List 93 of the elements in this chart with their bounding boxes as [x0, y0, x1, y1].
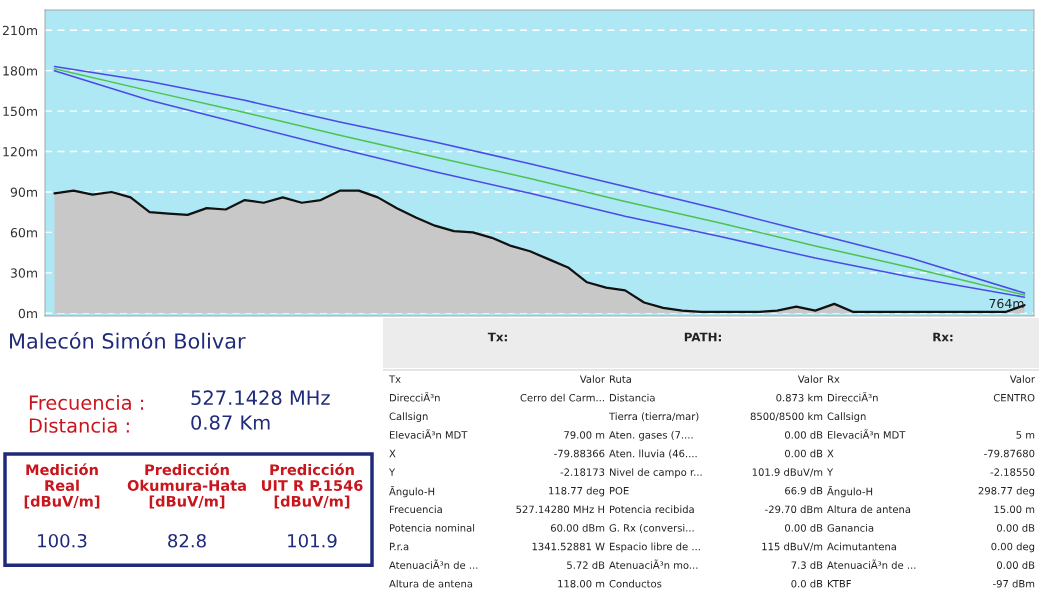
text: 0.00 deg — [991, 542, 1035, 553]
text: Altura de antena — [389, 579, 473, 588]
y-tick-label: 30m — [10, 268, 37, 278]
text: -29.70 dBm — [765, 505, 823, 514]
text: Conductos — [609, 579, 662, 588]
text: P.r.a — [389, 542, 409, 551]
text: AtenuaciÃ³n mo... — [609, 559, 698, 569]
text: 527.1428 MHz — [191, 390, 330, 406]
text: Ãngulo-H — [389, 485, 435, 498]
text: AtenuaciÃ³n de ... — [827, 559, 916, 569]
text: DirecciÃ³n — [827, 392, 878, 402]
text: 5 m — [1016, 431, 1035, 439]
text: Valor — [579, 375, 605, 383]
text: Distancia : — [29, 417, 129, 433]
y-tick-label: 210m — [2, 25, 37, 36]
text: 118.77 deg — [549, 486, 605, 497]
text: CENTRO — [993, 393, 1035, 402]
text: 79.00 m — [564, 431, 605, 439]
text: DirecciÃ³n — [389, 392, 440, 402]
text: Predicción Okumura-Hata [dBuV/m] — [127, 463, 246, 509]
y-tick-label: 120m — [3, 147, 37, 157]
text: Callsign — [389, 412, 428, 423]
text: 298.77 deg — [978, 486, 1035, 497]
text: 60.00 dBm — [550, 523, 605, 532]
text: Medición Real [dBuV/m] — [24, 463, 100, 509]
text: Aten. lluvia (46.... — [609, 449, 697, 459]
text: Potencia recibida — [609, 505, 694, 514]
text: 100.3 — [38, 533, 87, 548]
text: Tx — [388, 375, 401, 383]
text: 0.00 dB — [785, 430, 823, 439]
text: Valor — [1009, 375, 1035, 383]
text: Cerro del Carm... — [520, 393, 604, 402]
y-tick-label: 90m — [10, 187, 37, 197]
text: Aten. gases (7.... — [609, 430, 693, 441]
text: 7.3 dB — [791, 561, 823, 569]
text: Rx: — [933, 332, 953, 342]
text: 8500/8500 km — [750, 412, 823, 421]
text: Espacio libre de ... — [609, 542, 700, 553]
text: 0.00 dB — [997, 561, 1035, 569]
text: Tierra (tierra/mar) — [608, 412, 699, 422]
text: 118.00 m — [558, 579, 605, 588]
text: Valor — [797, 375, 823, 383]
text: Tx: — [487, 332, 507, 342]
text: 0.00 dB — [785, 523, 823, 532]
text: -97 dBm — [993, 579, 1035, 588]
text: Ãngulo-H — [827, 485, 873, 498]
text: 115 dBuV/m — [762, 542, 823, 552]
text: -2.18550 — [990, 468, 1035, 476]
text: 101.9 dBuV/m — [752, 468, 823, 477]
text: 1341.52881 W — [532, 542, 605, 551]
text: Callsign — [827, 412, 866, 423]
text: 527.14280 MHz H — [516, 505, 605, 514]
text: 82.8 — [168, 533, 206, 548]
text: X — [827, 449, 834, 458]
text: 66.9 dB — [785, 486, 823, 495]
y-tick-label: 150m — [3, 106, 37, 117]
text: Altura de antena — [827, 505, 911, 514]
text: -79.87680 — [984, 449, 1035, 458]
text: Distancia — [609, 393, 655, 402]
text: Nivel de campo r... — [609, 468, 702, 478]
text: 0.00 dB — [785, 449, 823, 458]
text: Ruta — [609, 375, 631, 383]
text: POE — [609, 486, 629, 495]
text: 0.0 dB — [791, 579, 823, 588]
text: Y — [388, 468, 396, 476]
text: Malecón Simón Bolivar — [10, 331, 246, 349]
text: AtenuaciÃ³n de ... — [389, 559, 478, 569]
text: 0.873 km — [776, 393, 823, 402]
y-tick-label: 0m — [18, 308, 37, 319]
text: Potencia nominal — [389, 523, 475, 532]
text: X — [389, 449, 396, 458]
text: 101.9 — [288, 533, 337, 548]
text: ElevaciÃ³n MDT — [389, 429, 468, 439]
text: ElevaciÃ³n MDT — [827, 429, 906, 439]
y-tick-label: 60m — [10, 227, 37, 238]
text: G. Rx (conversi... — [609, 523, 694, 533]
text: Rx — [827, 375, 840, 383]
annotation: 764m — [989, 298, 1024, 309]
text: -2.18173 — [560, 468, 605, 476]
text: 15.00 m — [994, 505, 1035, 514]
text: Frecuencia — [389, 505, 442, 514]
text: 0.00 dB — [997, 523, 1035, 532]
text: KTBF — [827, 580, 851, 588]
text: Y — [826, 468, 834, 476]
y-tick-label: 180m — [3, 66, 37, 76]
text: Frecuencia : — [29, 394, 144, 411]
text: -79.88366 — [554, 449, 605, 458]
text: 0.87 Km — [191, 415, 270, 430]
text: Predicción UIT R P.1546 [dBuV/m] — [261, 463, 363, 509]
text: 5.72 dB — [567, 561, 605, 569]
text: Acimutantena — [827, 542, 897, 551]
text: PATH: — [684, 332, 721, 342]
text: Ganancia — [827, 523, 874, 532]
